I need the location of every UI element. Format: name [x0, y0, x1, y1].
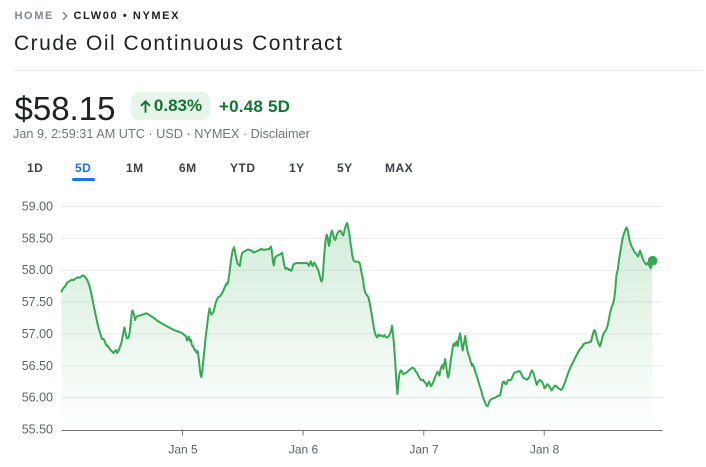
- svg-text:57.50: 57.50: [22, 295, 53, 309]
- svg-text:59.00: 59.00: [22, 200, 53, 214]
- svg-text:Jan 8: Jan 8: [530, 443, 560, 457]
- svg-text:Jan 7: Jan 7: [409, 443, 439, 457]
- svg-text:56.50: 56.50: [22, 359, 53, 373]
- svg-text:Jan 5: Jan 5: [168, 443, 198, 457]
- svg-text:58.50: 58.50: [22, 231, 53, 245]
- svg-text:Jan 6: Jan 6: [289, 443, 319, 457]
- svg-text:55.50: 55.50: [22, 422, 53, 436]
- svg-text:58.00: 58.00: [22, 263, 53, 277]
- svg-text:56.00: 56.00: [22, 391, 53, 405]
- svg-text:57.00: 57.00: [22, 327, 53, 341]
